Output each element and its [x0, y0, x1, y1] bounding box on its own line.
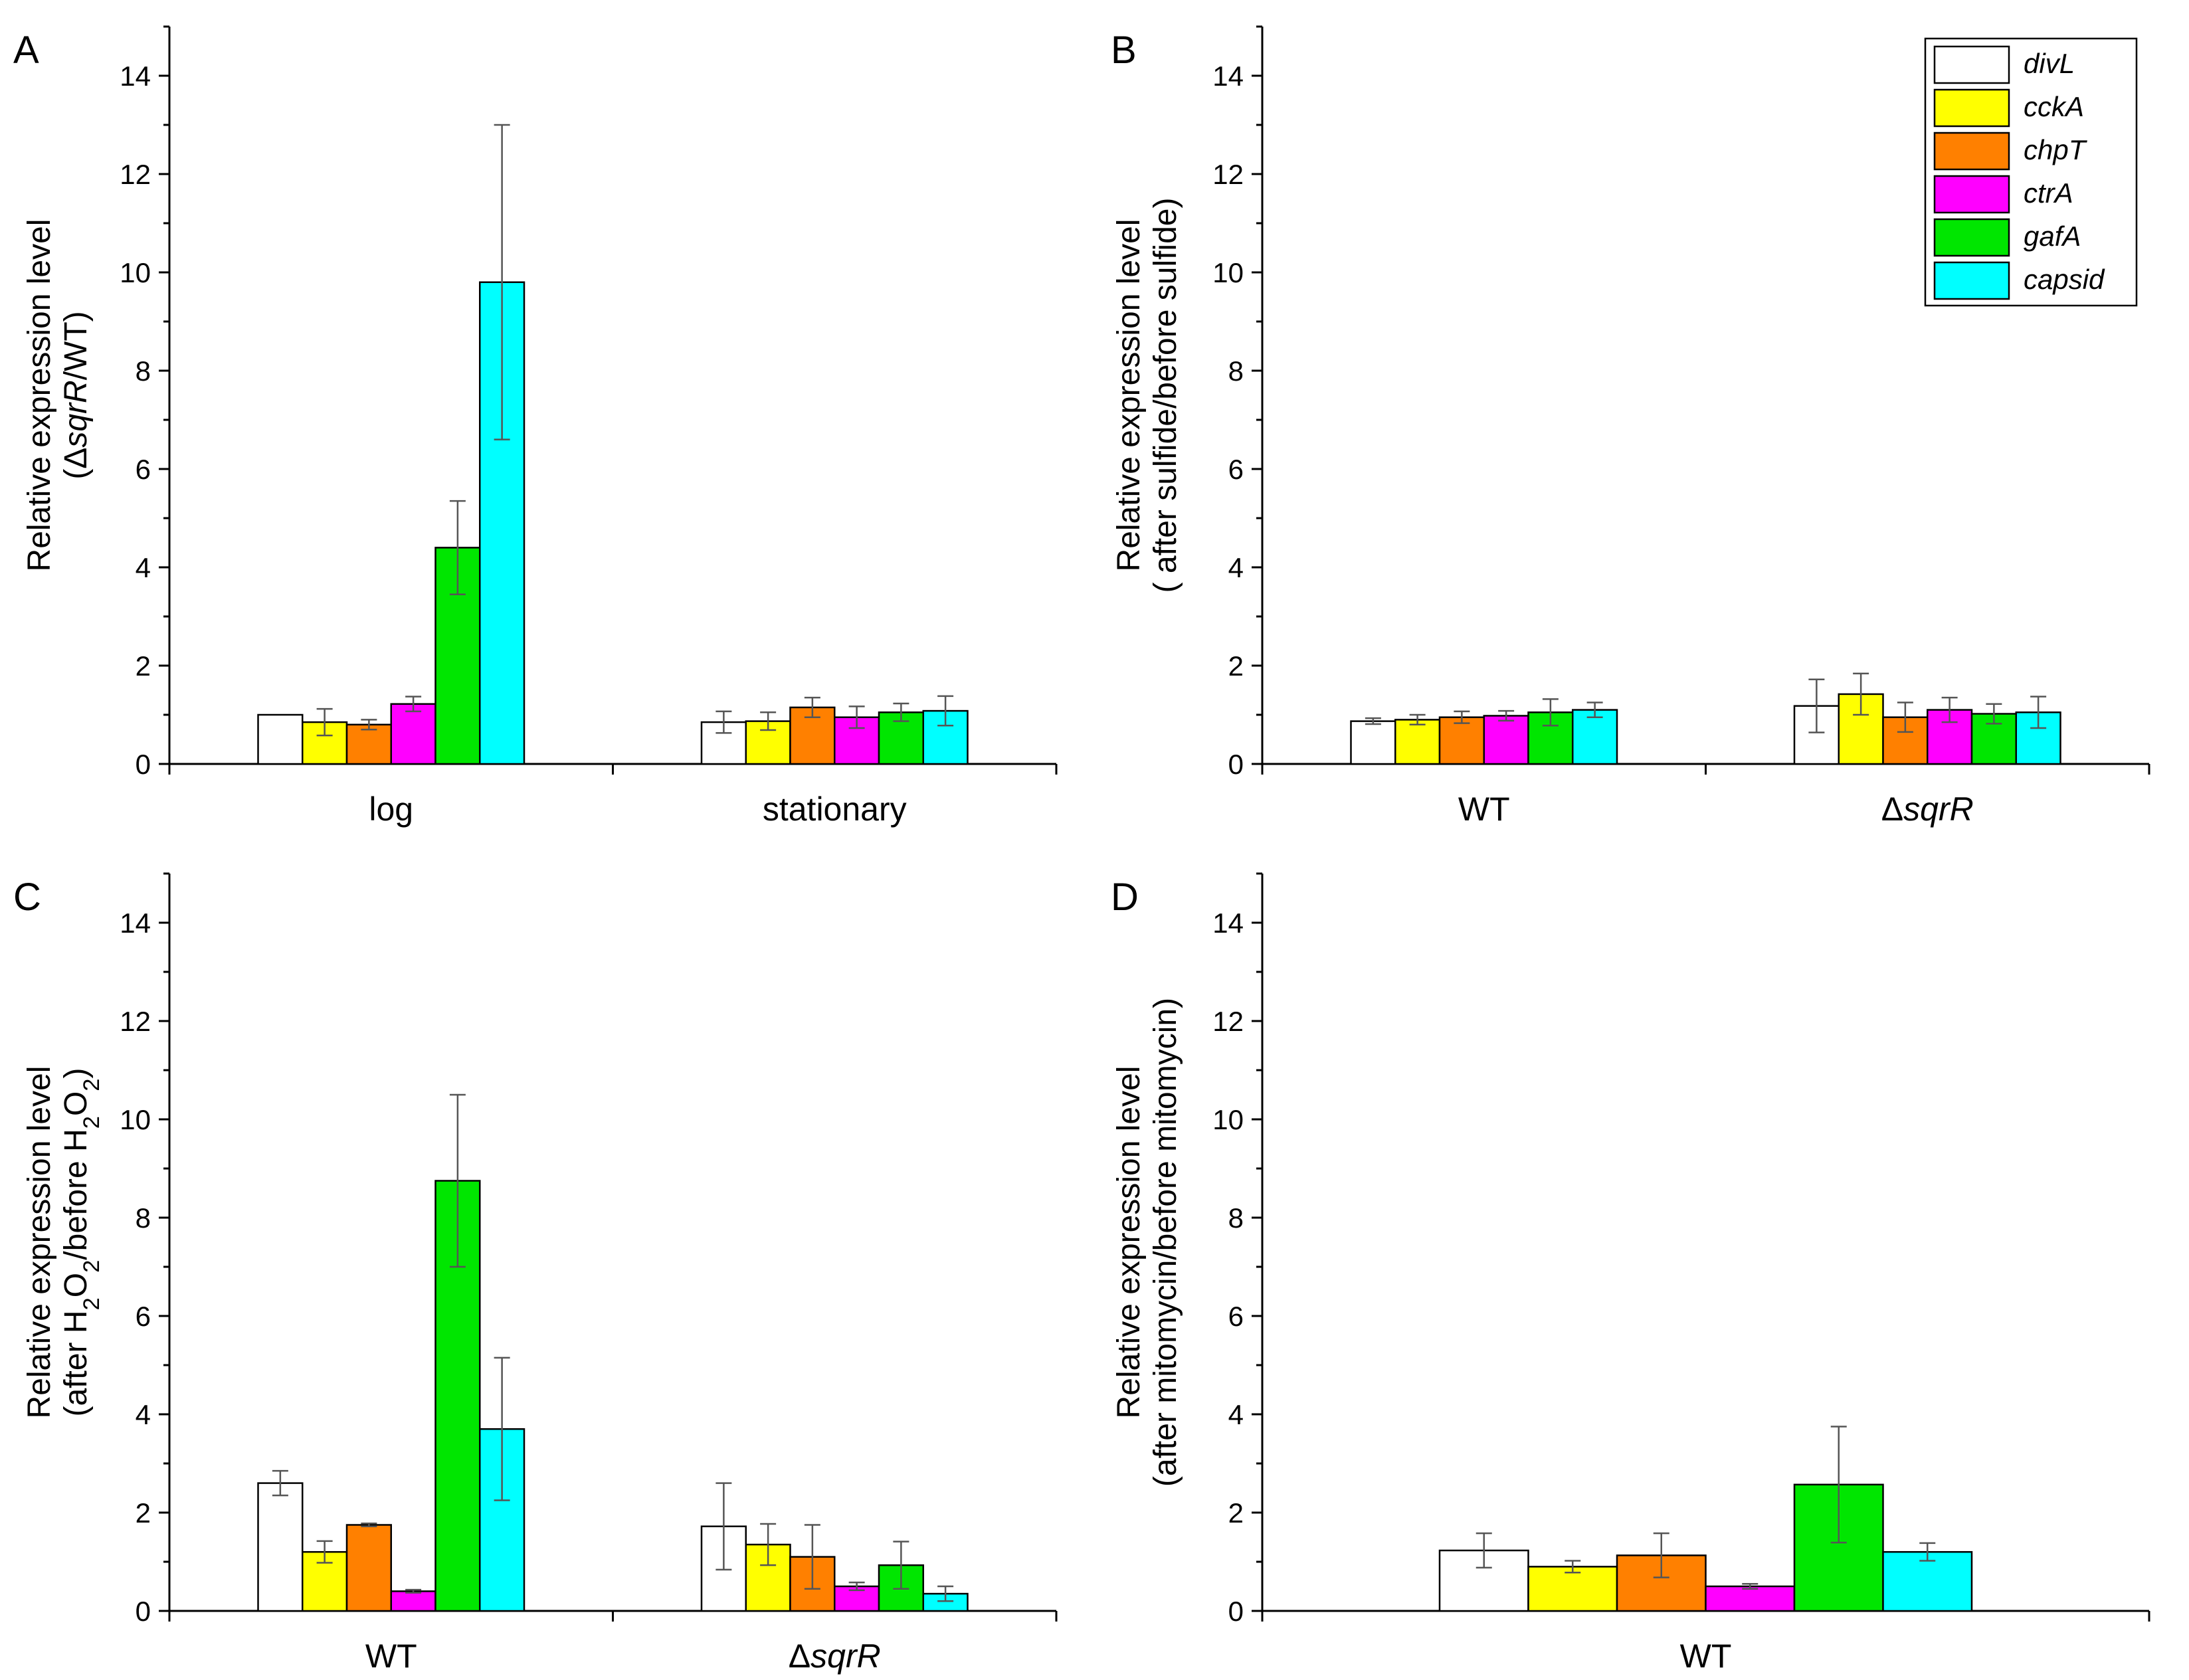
- y-tick-label: 6: [136, 1301, 151, 1332]
- bar-capsid: [1882, 1550, 1973, 1612]
- y-tick-label: 8: [136, 355, 151, 387]
- x-category-label: ΔsqrR: [1881, 791, 1974, 828]
- bar-ctrA: [1705, 1585, 1796, 1612]
- y-axis-label: ( after sulfide/before sulfide): [1148, 198, 1183, 593]
- bar-chpT: [345, 1524, 392, 1612]
- legend-swatch-chpT: [1933, 132, 2010, 171]
- panel-c: C 0 2 4 6 8 10 12 14 Relative expression level (af…: [13, 872, 1058, 1675]
- y-tick-label: 10: [120, 257, 151, 288]
- panel-letter: A: [13, 29, 39, 72]
- bar-capsid: [1572, 709, 1618, 765]
- y-tick-label: 6: [1228, 1301, 1244, 1332]
- panel-letter: C: [13, 876, 41, 919]
- y-tick-label: 12: [1212, 1006, 1244, 1037]
- legend-swatch-gafA: [1933, 218, 2010, 257]
- legend-label: divL: [2024, 48, 2075, 79]
- legend-swatch-capsid: [1933, 261, 2010, 300]
- x-category-label: log: [369, 791, 413, 828]
- y-tick-label: 4: [136, 1399, 151, 1430]
- y-tick-label: 10: [1212, 257, 1244, 288]
- y-tick-label: 14: [1212, 60, 1244, 92]
- y-tick-label: 4: [1228, 1399, 1244, 1430]
- y-axis-label: Relative expression level: [22, 219, 57, 572]
- y-tick-label: 2: [136, 650, 151, 682]
- y-tick-label: 0: [1228, 1596, 1244, 1627]
- legend: divL cckA chpT ctrA gafA capsid: [1924, 37, 2138, 307]
- y-axis-label: (after mitomycin/before mitomycin): [1148, 998, 1183, 1487]
- y-tick-label: 12: [120, 1006, 151, 1037]
- bar-divL: [1350, 720, 1396, 765]
- y-tick-label: 2: [136, 1497, 151, 1529]
- y-tick-label: 6: [136, 454, 151, 485]
- legend-label: cckA: [2024, 91, 2084, 122]
- bar-cckA: [1394, 719, 1441, 765]
- y-tick-label: 0: [136, 1596, 151, 1627]
- y-axis-label: Relative expression level: [1111, 219, 1147, 572]
- y-axis-label: (after H2O2/before H2O2): [58, 1068, 104, 1416]
- x-category-label: ΔsqrR: [789, 1637, 881, 1675]
- y-tick-label: 0: [136, 749, 151, 780]
- legend-label: capsid: [2024, 264, 2105, 295]
- legend-swatch-divL: [1933, 45, 2010, 84]
- y-tick-label: 10: [120, 1104, 151, 1135]
- legend-label: ctrA: [2024, 177, 2073, 209]
- y-tick-label: 12: [120, 159, 151, 190]
- panel-letter: D: [1111, 876, 1139, 919]
- y-tick-label: 14: [120, 907, 151, 939]
- y-tick-label: 8: [136, 1202, 151, 1234]
- bar-ctrA: [1483, 715, 1529, 765]
- y-axis-label: Relative expression level: [1111, 1066, 1147, 1419]
- y-axis-label: Relative expression level: [22, 1066, 57, 1419]
- legend-label: chpT: [2024, 134, 2088, 165]
- panel-d: D 0 2 4 6 8 10 12 14 Relative expression level (af…: [1111, 872, 2150, 1675]
- x-category-label: WT: [1458, 791, 1510, 828]
- bar-ctrA: [390, 1590, 436, 1612]
- y-tick-label: 14: [1212, 907, 1244, 939]
- panel-a: A 0 2 4 6 8 10 12 14 Relative expression level (Δs…: [13, 25, 1058, 828]
- y-tick-label: 2: [1228, 650, 1244, 682]
- y-tick-label: 2: [1228, 1497, 1244, 1529]
- bar-divL: [257, 1482, 304, 1612]
- legend-label: gafA: [2024, 221, 2081, 252]
- x-category-label: WT: [1680, 1637, 1732, 1675]
- y-tick-label: 10: [1212, 1104, 1244, 1135]
- x-category-label: stationary: [763, 791, 907, 828]
- bar-divL: [257, 713, 304, 765]
- y-tick-label: 14: [120, 60, 151, 92]
- y-tick-label: 6: [1228, 454, 1244, 485]
- legend-swatch-cckA: [1933, 88, 2010, 128]
- bar-divL: [700, 721, 747, 765]
- panel-letter: B: [1111, 29, 1137, 72]
- y-tick-label: 0: [1228, 749, 1244, 780]
- bar-ctrA: [390, 703, 436, 765]
- panel-b: B 0 2 4 6 8 10 12 14 Relative expression level( a…: [1111, 25, 2150, 828]
- y-tick-label: 8: [1228, 1202, 1244, 1234]
- y-axis-label: (ΔsqrR/WT): [58, 311, 94, 479]
- legend-swatch-ctrA: [1933, 175, 2010, 214]
- y-tick-label: 4: [1228, 552, 1244, 583]
- bar-chpT: [1438, 716, 1485, 765]
- y-tick-label: 12: [1212, 159, 1244, 190]
- x-category-label: WT: [365, 1637, 417, 1675]
- y-tick-label: 4: [136, 552, 151, 583]
- y-tick-label: 8: [1228, 355, 1244, 387]
- bar-chpT: [345, 723, 392, 765]
